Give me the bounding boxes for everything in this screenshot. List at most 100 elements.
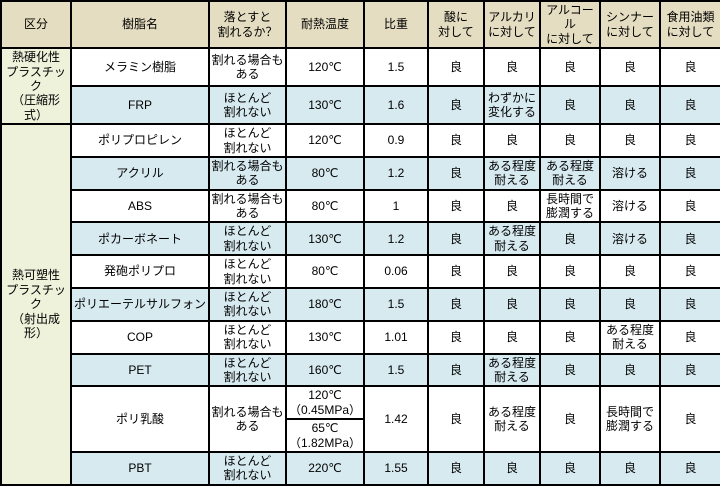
thinner-cell: 良 xyxy=(599,123,661,158)
thinner-cell: 溶ける xyxy=(599,188,661,224)
gravity-cell: 1 xyxy=(363,188,429,224)
alcohol-cell: 良 xyxy=(539,385,601,453)
resin-cell: ポリエーテルサルフォン xyxy=(70,287,210,322)
alcohol-cell: 良 xyxy=(539,287,601,322)
alcohol-cell: 良 xyxy=(539,47,601,88)
oil-cell: 良 xyxy=(659,221,720,257)
breakability-cell: ほとんど 割れない xyxy=(208,123,287,158)
alkali-cell: 良 xyxy=(483,254,541,290)
header-specific-gravity: 比重 xyxy=(363,0,429,50)
alcohol-cell: 良 xyxy=(539,450,601,486)
oil-cell: 良 xyxy=(659,123,720,158)
oil-cell: 良 xyxy=(659,385,720,453)
breakability-cell: 割れる場合も ある xyxy=(208,188,287,224)
row-pet: PET ほとんど 割れない 160℃ 1.5 良 ある程度 耐える 良 良 良 xyxy=(1,352,720,388)
oil-cell: 良 xyxy=(659,85,720,126)
header-row: 区分 樹脂名 落とすと 割れるか？ 耐熱温度 比重 酸に 対して アルカリ に対… xyxy=(0,0,720,50)
thinner-cell: 良 xyxy=(599,47,661,88)
resin-cell: メラミン樹脂 xyxy=(70,47,210,88)
alcohol-cell: 良 xyxy=(539,352,601,388)
row-cop: COP ほとんど 割れない 130℃ 1.01 良 良 良 ある程度 耐える 良 xyxy=(1,319,720,355)
resin-cell: ポリプロピレン xyxy=(70,123,210,158)
gravity-cell: 0.06 xyxy=(363,254,429,290)
header-acid: 酸に 対して xyxy=(427,0,485,50)
acid-cell: 良 xyxy=(427,254,485,290)
resin-cell: アクリル xyxy=(70,155,210,191)
acid-cell: 良 xyxy=(427,155,485,191)
heat-cell: 160℃ xyxy=(285,352,365,388)
alkali-cell: ある程度 耐える xyxy=(483,385,541,453)
header-heat-resistance: 耐熱温度 xyxy=(285,0,365,50)
thinner-cell: ある程度 耐える xyxy=(599,319,661,355)
acid-cell: 良 xyxy=(427,47,485,88)
alcohol-cell: 長時間で 膨潤する xyxy=(539,188,601,224)
gravity-cell: 1.2 xyxy=(363,155,429,191)
thinner-cell: 良 xyxy=(599,450,661,486)
oil-cell: 良 xyxy=(659,319,720,355)
row-polycarbonate: ポカーボネート ほとんど 割れない 130℃ 1.2 良 ある程度 耐える 良 … xyxy=(1,221,720,257)
resin-cell: ポカーボネート xyxy=(70,221,210,257)
resin-cell: ポリ乳酸 xyxy=(70,385,210,453)
alkali-cell: 良 xyxy=(483,47,541,88)
acid-cell: 良 xyxy=(427,352,485,388)
breakability-cell: ほとんど 割れない xyxy=(208,221,287,257)
thinner-cell: 良 xyxy=(599,287,661,322)
alkali-cell: 良 xyxy=(483,319,541,355)
heat-cell: 80℃ xyxy=(285,155,365,191)
gravity-cell: 1.6 xyxy=(363,85,429,126)
breakability-cell: ほとんど 割れない xyxy=(208,450,287,486)
header-breakability: 落とすと 割れるか？ xyxy=(208,0,287,50)
breakability-cell: 割れる場合も ある xyxy=(208,47,287,88)
alkali-cell: わずかに 変化する xyxy=(483,85,541,126)
row-foamed-polypro: 発砲ポリプロ ほとんど 割れない 80℃ 0.06 良 良 良 良 良 xyxy=(1,254,720,290)
breakability-cell: 割れる場合も ある xyxy=(208,385,287,453)
oil-cell: 良 xyxy=(659,352,720,388)
heat-cell-upper: 120℃ （0.45MPa） xyxy=(285,385,365,421)
resin-cell: PBT xyxy=(70,450,210,486)
gravity-cell: 1.42 xyxy=(363,385,429,453)
row-polypropylene: 熱可塑性 プラスチック （射出成形） ポリプロピレン ほとんど 割れない 120… xyxy=(0,123,720,486)
row-frp: FRP ほとんど 割れない 130℃ 1.6 良 わずかに 変化する 良 良 良 xyxy=(1,85,720,126)
resin-cell: ABS xyxy=(70,188,210,224)
acid-cell: 良 xyxy=(427,287,485,322)
alkali-cell: 良 xyxy=(483,188,541,224)
heat-cell: 180℃ xyxy=(285,287,365,322)
alcohol-cell: 良 xyxy=(539,123,601,158)
alcohol-cell: ある程度 耐える xyxy=(539,155,601,191)
oil-cell: 良 xyxy=(659,47,720,88)
heat-cell: 130℃ xyxy=(285,221,365,257)
acid-cell: 良 xyxy=(427,319,485,355)
heat-cell: 80℃ xyxy=(285,254,365,290)
breakability-cell: ほとんど 割れない xyxy=(208,254,287,290)
acid-cell: 良 xyxy=(427,385,485,453)
header-alkali: アルカリ に対して xyxy=(483,0,541,50)
row-abs: ABS 割れる場合も ある 80℃ 1 良 良 長時間で 膨潤する 溶ける 良 xyxy=(1,188,720,224)
thinner-cell: 良 xyxy=(599,254,661,290)
breakability-cell: ほとんど 割れない xyxy=(208,85,287,126)
row-pbt: PBT ほとんど 割れない 220℃ 1.55 良 良 良 良 良 xyxy=(1,450,720,486)
acid-cell: 良 xyxy=(427,221,485,257)
heat-cell: 80℃ xyxy=(285,188,365,224)
header-category: 区分 xyxy=(0,0,72,50)
heat-cell-lower: 65℃ （1.82MPa） xyxy=(285,418,365,453)
row-acrylic: アクリル 割れる場合も ある 80℃ 1.2 良 ある程度 耐える ある程度 耐… xyxy=(1,155,720,191)
gravity-cell: 1.5 xyxy=(363,352,429,388)
thinner-cell: 長時間で 膨潤する xyxy=(599,385,661,453)
header-thinner: シンナー に対して xyxy=(599,0,661,50)
oil-cell: 良 xyxy=(659,450,720,486)
heat-cell: 130℃ xyxy=(285,319,365,355)
alcohol-cell: 良 xyxy=(539,254,601,290)
acid-cell: 良 xyxy=(427,450,485,486)
breakability-cell: 割れる場合も ある xyxy=(208,155,287,191)
header-alcohol: アルコール に対して xyxy=(539,0,601,50)
alcohol-cell: 良 xyxy=(539,319,601,355)
thinner-cell: 溶ける xyxy=(599,155,661,191)
heat-cell: 120℃ xyxy=(285,47,365,88)
row-polylactic-acid: ポリ乳酸 割れる場合も ある 120℃ （0.45MPa） 1.42 良 ある程… xyxy=(1,385,720,453)
breakability-cell: ほとんど 割れない xyxy=(208,287,287,322)
alkali-cell: 良 xyxy=(483,123,541,158)
gravity-cell: 1.55 xyxy=(363,450,429,486)
heat-cell: 220℃ xyxy=(285,450,365,486)
